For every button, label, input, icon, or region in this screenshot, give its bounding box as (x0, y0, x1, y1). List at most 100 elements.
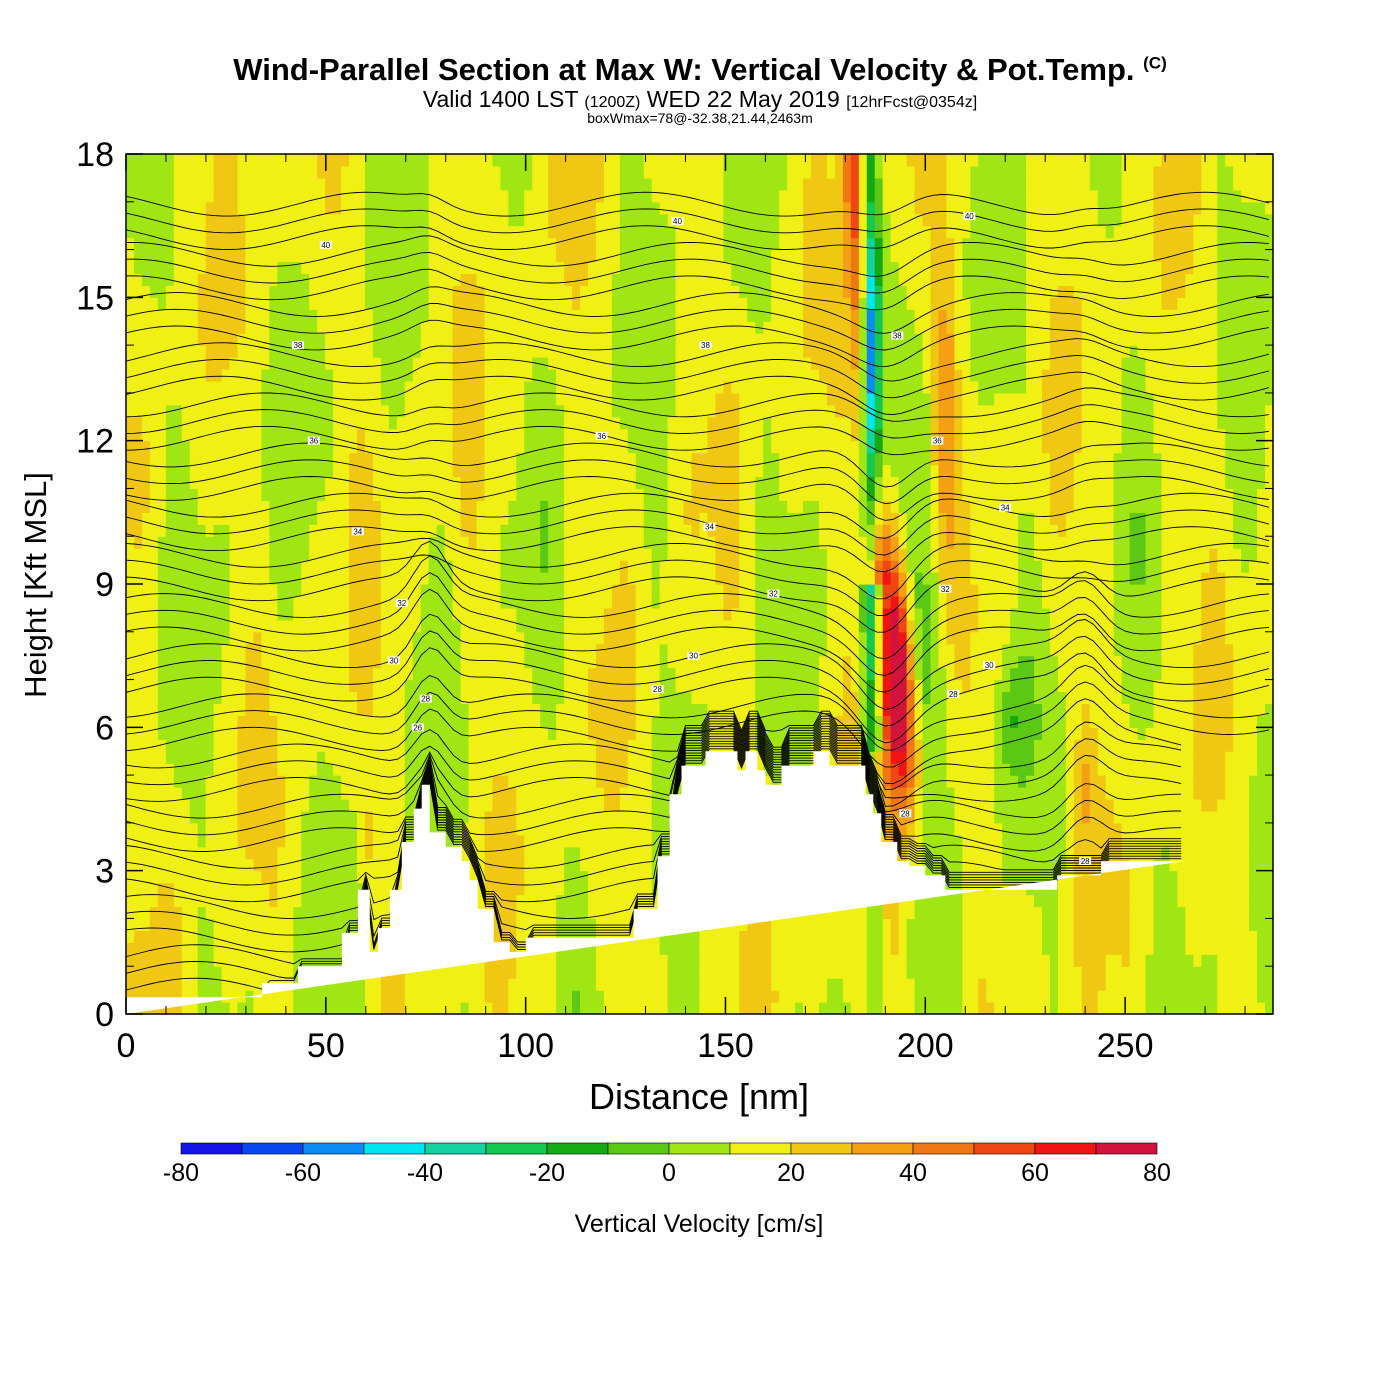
velocity-cell (564, 488, 645, 501)
velocity-cell (500, 177, 533, 191)
velocity-cell (866, 966, 884, 979)
velocity-cell (1049, 990, 1059, 1003)
velocity-cell (874, 357, 884, 370)
velocity-cell (858, 476, 868, 490)
velocity-cell (954, 643, 971, 657)
velocity-cell (723, 213, 780, 227)
velocity-cell (1161, 488, 1234, 501)
contour-label-bg (963, 212, 976, 221)
velocity-cell (842, 225, 852, 239)
velocity-cell (787, 154, 812, 167)
velocity-cell (261, 464, 334, 478)
velocity-cell (779, 464, 860, 478)
velocity-cell (691, 464, 740, 478)
velocity-cell (866, 643, 876, 657)
velocity-cell (165, 739, 215, 752)
velocity-cell (1265, 428, 1273, 442)
velocity-cell (858, 261, 868, 275)
velocity-cell (1129, 524, 1147, 537)
velocity-cell (627, 739, 653, 752)
velocity-cell (1193, 667, 1234, 681)
velocity-cell (1193, 261, 1218, 275)
velocity-cell (906, 918, 963, 931)
velocity-cell (930, 584, 940, 597)
velocity-cell (595, 655, 637, 669)
velocity-cell (173, 154, 215, 167)
velocity-cell (779, 237, 804, 251)
velocity-cell (882, 584, 900, 597)
contour-label: 38 (291, 341, 304, 350)
velocity-cell (1018, 655, 1035, 669)
velocity-cell (914, 727, 924, 740)
velocity-cell (954, 392, 963, 406)
velocity-cell (1121, 834, 1250, 848)
velocity-cell (1057, 906, 1075, 920)
velocity-cell (245, 285, 270, 298)
velocity-cell (842, 237, 852, 251)
velocity-cell (1217, 213, 1273, 227)
velocity-cell (882, 536, 892, 549)
velocity-cell (954, 822, 1003, 836)
velocity-cell (962, 488, 1051, 501)
velocity-cell (930, 452, 940, 466)
velocity-cell (978, 978, 987, 991)
velocity-cell (1249, 822, 1273, 836)
velocity-cell (1217, 333, 1273, 346)
velocity-cell (962, 440, 1043, 454)
velocity-cell (1065, 524, 1115, 537)
velocity-cell (627, 775, 653, 788)
theta-contour-line (126, 572, 1270, 676)
velocity-cell (890, 548, 900, 561)
velocity-cell (715, 548, 740, 561)
velocity-cell (213, 763, 239, 776)
velocity-cell (890, 667, 908, 681)
velocity-cell (803, 237, 844, 251)
velocity-cell (994, 727, 1003, 740)
velocity-cell (205, 369, 223, 382)
velocity-cell (269, 560, 302, 573)
velocity-cell (157, 595, 231, 609)
velocity-cell (1002, 643, 1051, 657)
colorbar-tick-label: -40 (407, 1159, 443, 1187)
velocity-cell (1161, 154, 1202, 167)
velocity-cell (946, 751, 995, 764)
velocity-cell (659, 655, 669, 669)
velocity-cell (603, 189, 621, 203)
velocity-cell (420, 607, 454, 621)
velocity-cell (643, 512, 669, 525)
velocity-cell (428, 154, 493, 167)
velocity-cell (277, 882, 302, 896)
velocity-cell (874, 189, 884, 203)
velocity-cell (882, 655, 892, 669)
velocity-cell (126, 810, 191, 824)
velocity-cell (126, 213, 175, 227)
velocity-cell (1217, 966, 1258, 979)
velocity-cell (755, 643, 828, 657)
velocity-cell (651, 739, 709, 752)
velocity-cell (922, 787, 955, 800)
velocity-cell (842, 691, 860, 705)
velocity-cell (850, 285, 860, 298)
velocity-cell (317, 512, 350, 525)
velocity-cell (1057, 918, 1075, 931)
velocity-cell (595, 643, 637, 657)
colorbar-tick-label: 80 (1143, 1159, 1171, 1187)
velocity-cell (978, 380, 1027, 394)
velocity-cell (779, 213, 804, 227)
velocity-cell (842, 667, 852, 681)
velocity-cell (755, 488, 780, 501)
velocity-cell (850, 321, 860, 334)
velocity-cell (285, 822, 302, 836)
velocity-cell (691, 691, 756, 705)
velocity-cell (938, 321, 948, 334)
velocity-cell (1081, 703, 1091, 716)
velocity-cell (1201, 954, 1218, 967)
chart-valid-time: Valid 1400 LST (1200Z) WED 22 May 2019 [… (0, 86, 1400, 113)
velocity-cell (524, 882, 565, 896)
velocity-cell (874, 321, 884, 334)
velocity-cell (356, 834, 366, 848)
velocity-cell (850, 679, 860, 693)
velocity-cell (1034, 894, 1059, 908)
velocity-cell (157, 643, 223, 657)
velocity-cell (1073, 751, 1099, 764)
